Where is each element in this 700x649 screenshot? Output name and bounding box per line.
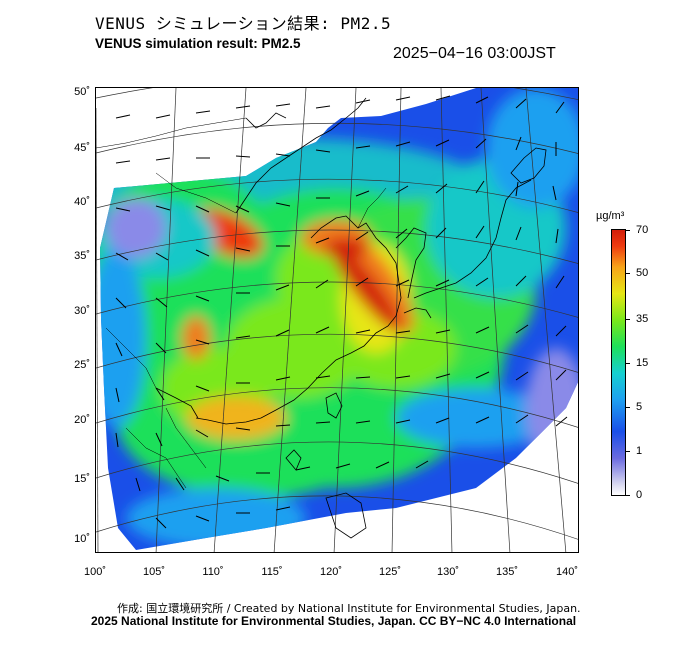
colorbar-tick: 15: [636, 357, 649, 369]
colorbar-tick: 5: [636, 401, 643, 413]
lon-label: 110˚: [202, 566, 224, 578]
pm25-map: [96, 88, 578, 552]
lon-label: 140˚: [555, 566, 579, 578]
lon-label: 130˚: [436, 566, 460, 578]
lat-label: 50˚: [74, 86, 90, 98]
colorbar-tick: 1: [636, 445, 643, 457]
lat-label: 20˚: [74, 414, 90, 426]
lon-label: 115˚: [261, 566, 283, 578]
colorbar-tickmark: [626, 495, 630, 496]
colorbar-tickmark: [626, 451, 630, 452]
colorbar-tickmark: [626, 273, 630, 274]
timestamp: 2025−04−16 03:00JST: [393, 45, 556, 62]
concentration-field: [100, 88, 578, 550]
colorbar-unit: µg/m³: [596, 210, 625, 222]
lon-label: 135˚: [495, 566, 519, 578]
lon-label: 120˚: [319, 566, 343, 578]
lat-label: 15˚: [74, 473, 90, 485]
coastlines: [155, 97, 547, 539]
colorbar-tickmark: [626, 230, 630, 231]
colorbar-tick: 0: [636, 489, 643, 501]
lat-label: 30˚: [74, 305, 90, 317]
colorbar-tickmark: [626, 363, 630, 364]
borders: [96, 117, 387, 489]
colorbar-tickmark: [626, 407, 630, 408]
lon-label: 125˚: [378, 566, 402, 578]
colorbar: [611, 229, 626, 496]
lat-label: 45˚: [74, 142, 90, 154]
colorbar-tick: 35: [636, 313, 649, 325]
wind-vectors: [115, 95, 568, 529]
lat-label: 40˚: [74, 196, 90, 208]
lat-label: 25˚: [74, 359, 90, 371]
lon-label: 105˚: [142, 566, 166, 578]
title-en: VENUS simulation result: PM2.5: [95, 36, 301, 51]
title-jp: VENUS シミュレーション結果: PM2.5: [95, 14, 392, 33]
colorbar-tick: 50: [636, 267, 649, 279]
credit: 作成: 国立環境研究所 / Created by National Instit…: [117, 602, 581, 615]
colorbar-tickmark: [626, 319, 630, 320]
lat-label: 10˚: [74, 533, 90, 545]
map-frame: [95, 87, 579, 553]
colorbar-tick: 70: [636, 224, 649, 236]
graticule: [96, 88, 578, 552]
lon-label: 100˚: [83, 566, 107, 578]
license: 2025 National Institute for Environmenta…: [91, 614, 577, 628]
lat-label: 35˚: [74, 250, 90, 262]
